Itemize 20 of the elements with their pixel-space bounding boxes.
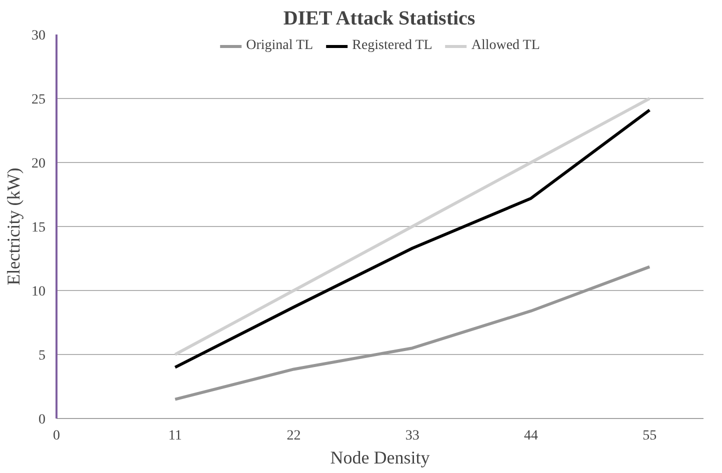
y-tick-label: 15 xyxy=(32,220,46,236)
legend-label: Registered TL xyxy=(352,38,432,54)
legend-label: Allowed TL xyxy=(471,38,540,54)
y-tick-label: 20 xyxy=(32,156,46,172)
y-tick-label: 30 xyxy=(32,28,46,44)
y-tick-label: 10 xyxy=(32,284,46,300)
legend-label: Original TL xyxy=(246,38,314,54)
y-axis-title: Electricity (kW) xyxy=(4,168,24,286)
x-tick-label: 44 xyxy=(524,428,538,444)
x-tick-label: 11 xyxy=(168,428,182,444)
x-tick-label: 55 xyxy=(642,428,657,444)
line-series xyxy=(174,265,652,401)
x-tick-label: 22 xyxy=(286,428,301,444)
y-tick-label: 0 xyxy=(38,412,46,428)
y-tick-label: 5 xyxy=(38,348,46,364)
x-tick-label: 0 xyxy=(53,428,60,444)
x-tick-label: 33 xyxy=(405,428,420,444)
x-axis-title: Node Density xyxy=(330,448,430,468)
chart-title: DIET Attack Statistics xyxy=(283,8,476,30)
y-tick-label: 25 xyxy=(32,92,46,108)
